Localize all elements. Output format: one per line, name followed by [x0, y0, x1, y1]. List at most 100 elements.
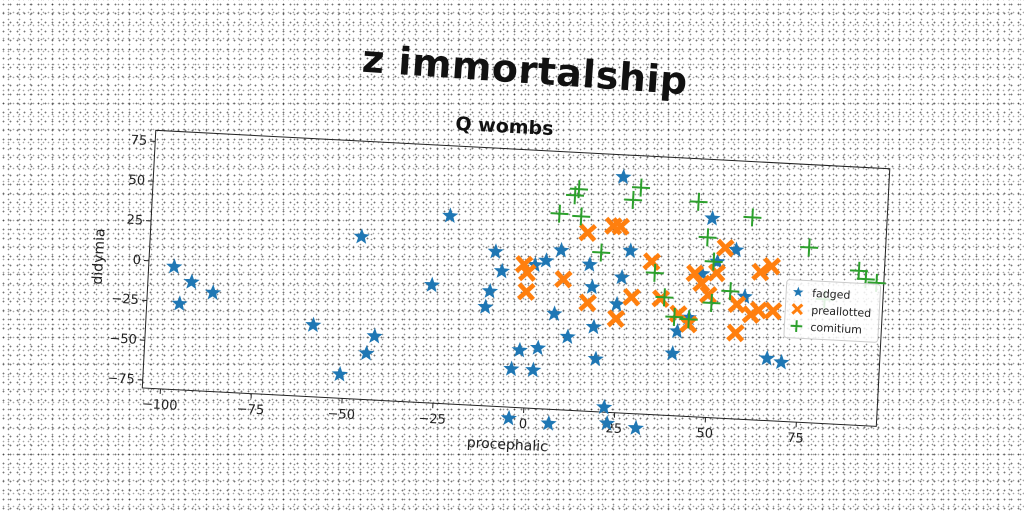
x-tick-label: 75 [787, 431, 804, 447]
y-tick-label: −75 [107, 371, 135, 387]
point-preallotted [606, 309, 626, 328]
point-comitium [592, 243, 611, 262]
plot-area-frame [141, 129, 891, 427]
point-preallotted [611, 217, 631, 236]
point-fadged [608, 295, 625, 312]
point-preallotted [578, 223, 597, 242]
x-tick-label: −100 [141, 397, 177, 414]
point-fadged [758, 349, 776, 366]
point-comitium [655, 288, 674, 307]
point-fadged [559, 328, 576, 345]
point-fadged [615, 168, 632, 185]
point-fadged [704, 209, 721, 226]
point-comitium [679, 310, 698, 329]
legend-label-comitium: comitium [810, 321, 862, 337]
x-tick-label: −25 [418, 411, 446, 427]
point-preallotted [517, 263, 537, 282]
point-comitium [800, 238, 819, 257]
point-preallotted [762, 256, 782, 276]
point-fadged [546, 305, 563, 321]
point-fadged [540, 415, 557, 431]
point-fadged [183, 273, 200, 290]
point-comitium [721, 282, 740, 301]
point-fadged [587, 350, 604, 367]
point-fadged [166, 258, 183, 274]
point-preallotted [516, 282, 536, 301]
series-comitium [550, 178, 886, 329]
point-fadged [553, 241, 570, 258]
point-fadged [481, 282, 499, 299]
point-fadged [358, 344, 375, 361]
point-fadged [538, 252, 555, 268]
point-fadged [529, 339, 547, 356]
point-preallotted [707, 263, 727, 283]
scatter-chart: Q wombs −100 −75 −50 −25 0 25 50 75 −75 −50 −25 0 25… [72, 97, 909, 479]
point-preallotted [749, 300, 768, 320]
legend-label-preallotted: preallotted [811, 304, 872, 320]
point-fadged [584, 278, 601, 295]
point-fadged [598, 414, 616, 431]
point-fadged [503, 360, 520, 377]
point-fadged [585, 318, 602, 335]
x-tick-label: 50 [696, 426, 713, 442]
x-tick-label: −75 [236, 402, 264, 418]
data-points [166, 168, 886, 436]
point-comitium [689, 192, 708, 211]
point-comitium [550, 204, 569, 223]
point-fadged [500, 409, 517, 426]
point-comitium [645, 263, 664, 282]
point-comitium [743, 208, 762, 227]
point-fadged [171, 295, 188, 311]
legend-label-fadged: fadged [812, 287, 851, 302]
point-fadged [477, 298, 494, 315]
y-tick-label: 50 [128, 173, 145, 189]
point-comitium [704, 252, 723, 271]
series-fadged [166, 168, 790, 436]
point-comitium [698, 228, 717, 247]
chart-svg: Q wombs −100 −75 −50 −25 0 25 50 75−75−50−25025… [90, 113, 891, 455]
point-preallotted [651, 289, 671, 308]
point-preallotted [763, 301, 783, 321]
series-preallotted [514, 216, 783, 343]
point-preallotted [727, 294, 747, 314]
point-fadged [353, 228, 370, 244]
point-comitium [702, 293, 721, 312]
point-fadged [331, 365, 348, 382]
point-fadged [511, 341, 528, 358]
y-tick-label: −25 [111, 292, 139, 308]
point-fadged [493, 262, 511, 279]
x-tick-label: −50 [327, 407, 355, 423]
point-preallotted [716, 238, 735, 258]
point-preallotted [578, 293, 597, 313]
y-tick-label: 0 [132, 253, 141, 268]
point-fadged [596, 398, 613, 415]
point-fadged [487, 243, 504, 259]
point-fadged [664, 345, 681, 361]
y-tick-label: 25 [126, 213, 143, 229]
point-fadged [366, 327, 383, 344]
point-preallotted [751, 262, 770, 282]
y-axis-label: didymia [90, 228, 109, 285]
point-fadged [622, 242, 639, 258]
point-comitium [849, 261, 868, 280]
legend-marker-comitium [790, 320, 803, 332]
point-preallotted [622, 287, 641, 307]
point-comitium [665, 307, 684, 326]
point-preallotted [699, 285, 718, 305]
point-fadged [423, 276, 441, 293]
point-fadged [773, 353, 790, 370]
chart-title: Q wombs [455, 113, 554, 140]
figure-title: z immortalship [360, 36, 690, 104]
point-comitium [624, 190, 643, 210]
point-fadged [613, 269, 630, 285]
point-comitium [569, 180, 589, 199]
point-fadged [442, 207, 459, 224]
point-fadged [581, 256, 598, 272]
x-tick-label: 0 [518, 417, 527, 432]
legend-marker-preallotted [791, 303, 804, 316]
x-axis-label: procephalic [466, 435, 548, 455]
point-preallotted [642, 252, 662, 271]
point-preallotted [726, 323, 745, 343]
point-fadged [669, 322, 686, 339]
